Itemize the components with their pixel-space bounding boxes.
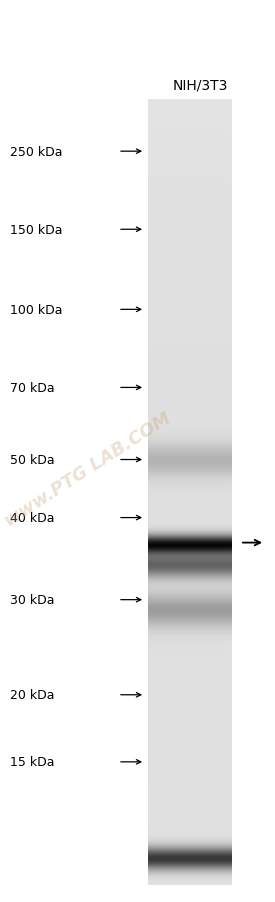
Text: www.PTG LAB.COM: www.PTG LAB.COM — [2, 409, 174, 529]
Text: 20 kDa: 20 kDa — [10, 688, 54, 702]
Text: 15 kDa: 15 kDa — [10, 756, 54, 769]
Text: 100 kDa: 100 kDa — [10, 303, 62, 317]
Text: 50 kDa: 50 kDa — [10, 454, 55, 466]
Text: 250 kDa: 250 kDa — [10, 145, 62, 159]
Text: 30 kDa: 30 kDa — [10, 594, 54, 606]
Text: 40 kDa: 40 kDa — [10, 511, 54, 524]
Text: 70 kDa: 70 kDa — [10, 382, 55, 394]
Text: NIH/3T3: NIH/3T3 — [173, 78, 229, 92]
Text: 150 kDa: 150 kDa — [10, 224, 62, 236]
